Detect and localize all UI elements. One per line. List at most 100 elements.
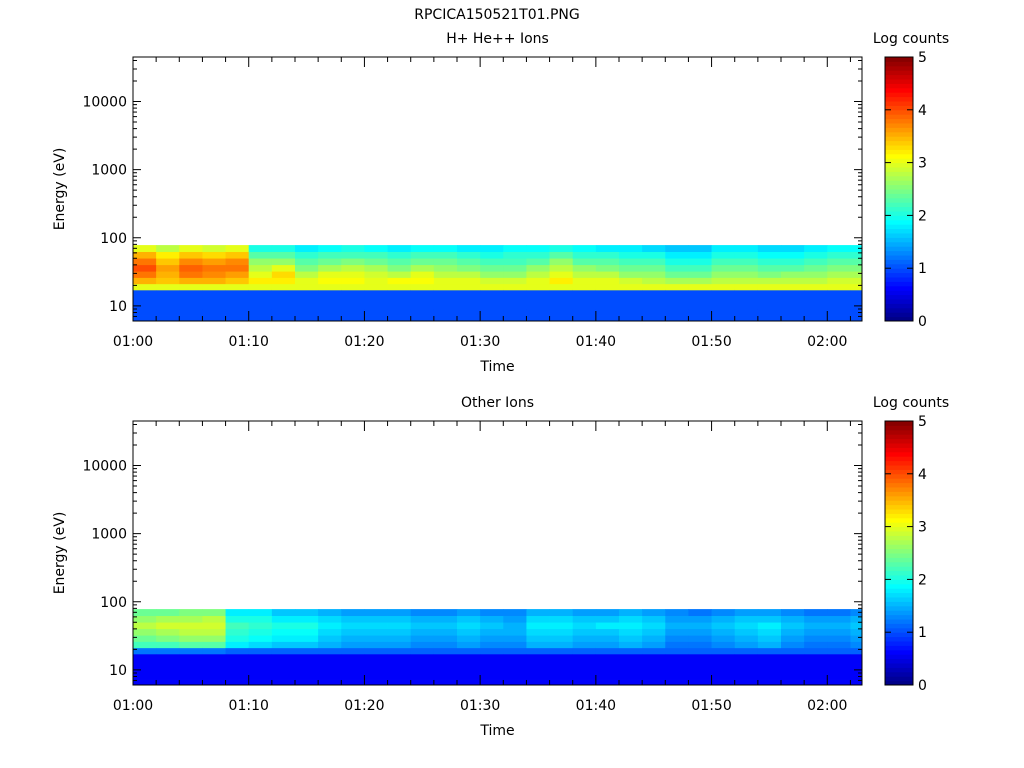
heatmap-cell — [480, 309, 504, 316]
heatmap-cell — [804, 615, 828, 623]
heatmap-cell — [387, 251, 412, 259]
colorbar-segment — [885, 228, 913, 234]
heatmap-cell — [156, 647, 180, 655]
heatmap-cell — [642, 647, 666, 655]
colorbar-segment — [885, 535, 913, 541]
heatmap-cell — [364, 289, 388, 297]
heatmap-cell — [433, 264, 458, 272]
heatmap-cell — [619, 302, 643, 310]
heatmap-cell — [850, 622, 863, 630]
heatmap-cell — [457, 289, 481, 297]
heatmap-cell — [595, 277, 620, 285]
heatmap-cell — [179, 647, 203, 655]
heatmap-cell — [248, 673, 273, 680]
heatmap-cell — [341, 673, 365, 680]
heatmap-cell — [549, 245, 574, 253]
colorbar-segment — [885, 241, 913, 247]
heatmap-cell — [271, 283, 296, 291]
heatmap-cell — [225, 679, 250, 686]
heatmap-cell — [387, 635, 412, 642]
heatmap-cell — [503, 251, 527, 259]
colorbar-segment — [885, 522, 913, 528]
heatmap-cell — [133, 647, 157, 655]
heatmap-cell — [341, 289, 365, 297]
heatmap-cell — [642, 615, 666, 623]
heatmap-cell — [757, 296, 782, 303]
heatmap-cell — [827, 277, 851, 285]
heatmap-cell — [295, 647, 319, 655]
heatmap-cell — [271, 679, 296, 686]
heatmap-cell — [364, 615, 388, 623]
heatmap-cell — [549, 271, 574, 278]
heatmap-cell — [688, 289, 712, 297]
colorbar-segment — [885, 592, 913, 598]
heatmap-cell — [827, 289, 851, 297]
heatmap-cell — [549, 264, 574, 272]
heatmap-cell — [433, 679, 458, 686]
heatmap-cell — [480, 296, 504, 303]
heatmap-cell — [781, 666, 805, 674]
heatmap-cell — [225, 628, 250, 636]
heatmap-cell — [248, 635, 273, 642]
colorbar-segment — [885, 167, 913, 172]
heatmap-cell — [503, 289, 527, 297]
heatmap-cell — [688, 653, 712, 661]
heatmap-cell — [387, 666, 412, 674]
heatmap-cell — [572, 302, 597, 310]
colorbar-segment — [885, 614, 913, 620]
heatmap-cell — [179, 679, 203, 686]
heatmap-cell — [410, 258, 435, 266]
heatmap-cell — [364, 653, 388, 661]
heatmap-cell — [711, 315, 736, 322]
colorbar-segment — [885, 101, 913, 106]
heatmap-cell — [711, 622, 736, 630]
y-tick-label: 10 — [109, 299, 127, 315]
colorbar-segment — [885, 57, 913, 62]
heatmap-cell — [457, 302, 481, 310]
heatmap-cell — [549, 283, 574, 291]
heatmap-cell — [248, 289, 273, 297]
heatmap-cell — [179, 315, 203, 322]
heatmap-cell — [757, 315, 782, 322]
heatmap-cell — [665, 309, 689, 316]
heatmap-cell — [248, 245, 273, 253]
heatmap-cell — [619, 277, 643, 285]
heatmap-cell — [248, 296, 273, 303]
colorbar-segment — [885, 641, 913, 646]
heatmap-cell — [179, 283, 203, 291]
heatmap-cell — [572, 647, 597, 655]
heatmap-cell — [827, 271, 851, 278]
heatmap-cell — [133, 622, 157, 630]
heatmap-cell — [526, 283, 550, 291]
heatmap-cell — [757, 666, 782, 674]
heatmap-cell — [364, 673, 388, 680]
heatmap-cells — [133, 609, 863, 686]
heatmap-cell — [734, 679, 759, 686]
heatmap-cell — [295, 289, 319, 297]
heatmap-cell — [619, 628, 643, 636]
heatmap-cell — [457, 609, 481, 617]
heatmap-cell — [734, 635, 759, 642]
heatmap-cell — [850, 635, 863, 642]
heatmap-cell — [827, 635, 851, 642]
heatmap-cell — [711, 647, 736, 655]
heatmap-cell — [202, 296, 226, 303]
heatmap-cell — [781, 309, 805, 316]
heatmap-cell — [179, 615, 203, 623]
heatmap-cell — [734, 258, 759, 266]
y-tick-label: 1000 — [91, 163, 127, 179]
heatmap-cell — [549, 251, 574, 259]
heatmap-cell — [156, 283, 180, 291]
heatmap-cell — [202, 309, 226, 316]
heatmap-cell — [595, 622, 620, 630]
colorbar-tick-label: 3 — [918, 156, 927, 172]
heatmap-cell — [642, 271, 666, 278]
x-tick-label: 02:00 — [807, 698, 847, 714]
heatmap-cell — [410, 647, 435, 655]
heatmap-cell — [433, 647, 458, 655]
heatmap-cell — [248, 302, 273, 310]
heatmap-cell — [642, 289, 666, 297]
heatmap-cell — [225, 283, 250, 291]
heatmap-cell — [248, 283, 273, 291]
heatmap-cell — [595, 302, 620, 310]
